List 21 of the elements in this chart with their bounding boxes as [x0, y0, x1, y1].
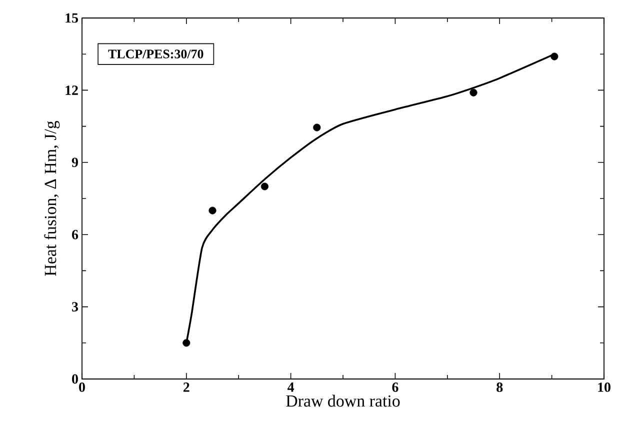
x-tick-label: 8	[496, 382, 503, 392]
y-tick-label: 9	[72, 158, 78, 168]
x-axis-title: Draw down ratio	[286, 394, 400, 407]
x-tick-label: 4	[288, 382, 294, 392]
y-tick-label: 12	[66, 86, 78, 95]
point	[182, 339, 190, 347]
y-tick-label: 3	[72, 302, 78, 312]
point	[260, 182, 268, 190]
point	[470, 88, 478, 96]
point	[313, 124, 321, 132]
annotation: TLCP/PES:30/70	[108, 50, 204, 58]
y-tick-label: 0	[72, 374, 78, 384]
y-tick-label: 15	[66, 13, 78, 23]
y-tick-label: 6	[72, 230, 78, 240]
point	[208, 206, 216, 214]
x-tick-label: 10	[598, 382, 610, 392]
x-tick-label: 0	[79, 382, 85, 392]
x-tick-label: 6	[392, 382, 398, 392]
point	[550, 52, 558, 60]
x-tick-label: 2	[183, 382, 190, 392]
y-axis-title: Heat fusion, Δ Hm, J/g	[44, 120, 60, 276]
